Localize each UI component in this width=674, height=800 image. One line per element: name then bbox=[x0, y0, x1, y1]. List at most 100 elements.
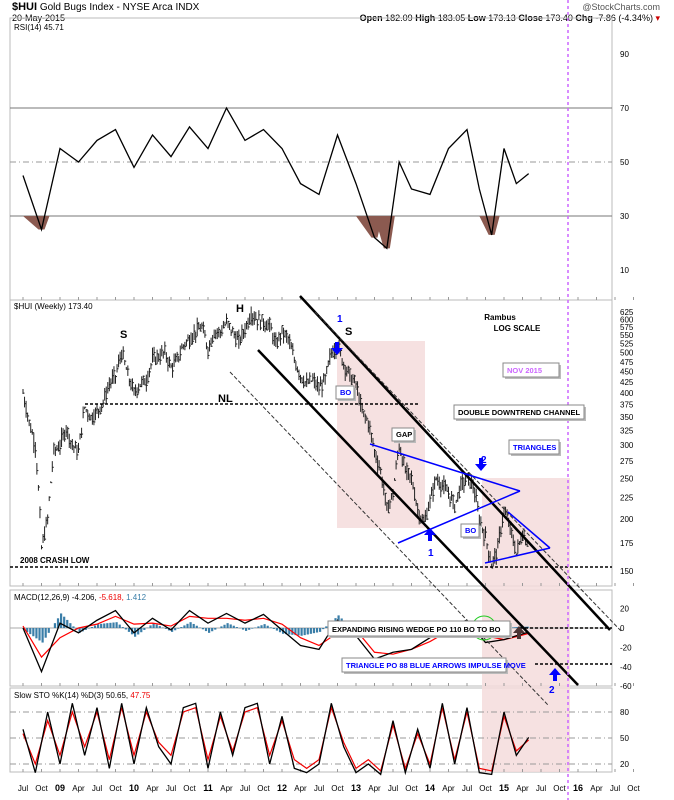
price-tick-label: 575 bbox=[620, 323, 634, 332]
callout-box bbox=[341, 657, 507, 673]
macd-histogram-bar bbox=[109, 622, 112, 628]
macd-histogram-bar bbox=[319, 628, 322, 632]
macd-histogram-bar bbox=[229, 624, 232, 628]
macd-histogram-bar bbox=[72, 626, 75, 628]
macd-histogram-bar bbox=[272, 628, 275, 629]
macd-histogram-bar bbox=[266, 625, 269, 628]
macd-histogram-bar bbox=[269, 627, 272, 628]
channel-dashed-line bbox=[314, 311, 623, 633]
macd-tick-label: -40 bbox=[620, 663, 632, 672]
macd-histogram-bar bbox=[47, 628, 50, 633]
macd-histogram-bar bbox=[285, 628, 288, 635]
macd-tick-label: 0 bbox=[620, 624, 625, 633]
down-arrow-icon bbox=[475, 458, 487, 471]
macd-tick-label: -20 bbox=[620, 643, 632, 652]
x-tick-label: Jul bbox=[536, 784, 546, 793]
macd-histogram-bar bbox=[211, 628, 214, 632]
x-tick-label: Oct bbox=[553, 784, 566, 793]
rsi-tick-label: 10 bbox=[620, 266, 629, 275]
price-tick-label: 275 bbox=[620, 457, 634, 466]
macd-histogram-bar bbox=[514, 627, 517, 628]
wave-label: 1 bbox=[337, 314, 343, 325]
macd-tick-label: 20 bbox=[620, 605, 629, 614]
channel-lower-line bbox=[257, 349, 579, 686]
macd-histogram-bar bbox=[226, 623, 229, 628]
macd-histogram-bar bbox=[245, 628, 248, 631]
macd-histogram-bar bbox=[208, 628, 211, 633]
x-tick-label: Apr bbox=[590, 784, 603, 793]
down-arrow-icon bbox=[331, 342, 343, 355]
callout-box bbox=[391, 427, 415, 442]
title: $HUI Gold Bugs Index - NYSE Arca INDX bbox=[12, 1, 199, 13]
x-tick-label: Apr bbox=[146, 784, 159, 793]
bo-callout: BO bbox=[465, 526, 476, 535]
price-tick-label: 350 bbox=[620, 413, 634, 422]
macd-histogram-bar bbox=[32, 628, 35, 637]
author-label: Rambus bbox=[484, 313, 516, 322]
callout-box bbox=[508, 439, 560, 455]
macd-histogram-bar bbox=[171, 628, 174, 632]
channel-upper-line bbox=[299, 295, 611, 631]
macd-histogram-bar bbox=[60, 613, 63, 628]
macd-histogram-bar bbox=[90, 627, 94, 628]
macd-histogram-bar bbox=[223, 624, 226, 628]
macd-histogram-bar bbox=[174, 628, 177, 631]
x-tick-label: Oct bbox=[479, 784, 492, 793]
x-tick-label: Apr bbox=[442, 784, 455, 793]
macd-histogram-bar bbox=[137, 628, 140, 635]
callout-box bbox=[335, 385, 355, 400]
macd-histogram-bar bbox=[69, 623, 72, 628]
panel-frame bbox=[9, 299, 613, 587]
macd-histogram-bar bbox=[53, 623, 57, 628]
watermark: @StockCharts.com bbox=[582, 2, 660, 12]
macd-histogram-bar bbox=[195, 625, 198, 628]
macd-histogram-bar bbox=[248, 628, 251, 630]
price-tick-label: 600 bbox=[620, 315, 634, 324]
macd-histogram-bar bbox=[44, 628, 47, 638]
macd-histogram-bar bbox=[127, 628, 131, 632]
rsi-oversold-fill bbox=[356, 216, 383, 238]
rsi-legend: RSI(14) 45.71 bbox=[14, 23, 64, 32]
macd-histogram-bar bbox=[516, 627, 519, 628]
x-tick-label: Apr bbox=[368, 784, 381, 793]
macd-histogram-bar bbox=[214, 628, 217, 630]
macd-histogram-bar bbox=[186, 623, 189, 628]
macd-histogram-bar bbox=[152, 623, 155, 628]
price-tick-label: 425 bbox=[620, 378, 634, 387]
x-tick-label: Apr bbox=[72, 784, 85, 793]
x-tick-label: Jul bbox=[92, 784, 102, 793]
x-tick-label: Jul bbox=[18, 784, 28, 793]
triangle-line bbox=[484, 547, 551, 564]
macd-histogram-bar bbox=[29, 628, 32, 635]
x-tick-label: Apr bbox=[516, 784, 529, 793]
macd-histogram-bar bbox=[100, 623, 103, 628]
macd-histogram-bar bbox=[512, 627, 515, 628]
price-tick-label: 375 bbox=[620, 401, 634, 410]
x-tick-label: Oct bbox=[627, 784, 640, 793]
wave-label: 1 bbox=[428, 548, 434, 559]
macd-histogram-bar bbox=[189, 622, 192, 628]
panel-frame bbox=[9, 589, 613, 687]
x-tick-label: Apr bbox=[220, 784, 233, 793]
rsi-line bbox=[22, 106, 530, 250]
callout-box bbox=[453, 404, 585, 420]
macd-histogram-bar bbox=[164, 628, 168, 629]
x-tick-label: Jul bbox=[610, 784, 620, 793]
x-tick-label: 13 bbox=[351, 783, 361, 793]
log-scale-label: LOG SCALE bbox=[494, 324, 541, 333]
macd-histogram-bar bbox=[41, 628, 44, 643]
rsi-tick-label: 50 bbox=[620, 158, 629, 167]
price-tick-label: 225 bbox=[620, 493, 634, 502]
triangle-line bbox=[507, 511, 551, 549]
macd-histogram-bar bbox=[143, 628, 146, 630]
macd-hist-value: 1.412 bbox=[126, 593, 147, 602]
macd-histogram-bar bbox=[63, 616, 66, 628]
sto-tick-label: 20 bbox=[620, 760, 629, 769]
callout-box bbox=[327, 620, 511, 637]
gap-callout: GAP bbox=[396, 430, 412, 439]
shoulder-label: S bbox=[345, 326, 352, 338]
x-tick-label: Jul bbox=[462, 784, 472, 793]
macd-histogram-bar bbox=[93, 625, 97, 628]
macd-histogram-bar bbox=[183, 625, 186, 628]
macd-histogram-bar bbox=[26, 628, 29, 633]
